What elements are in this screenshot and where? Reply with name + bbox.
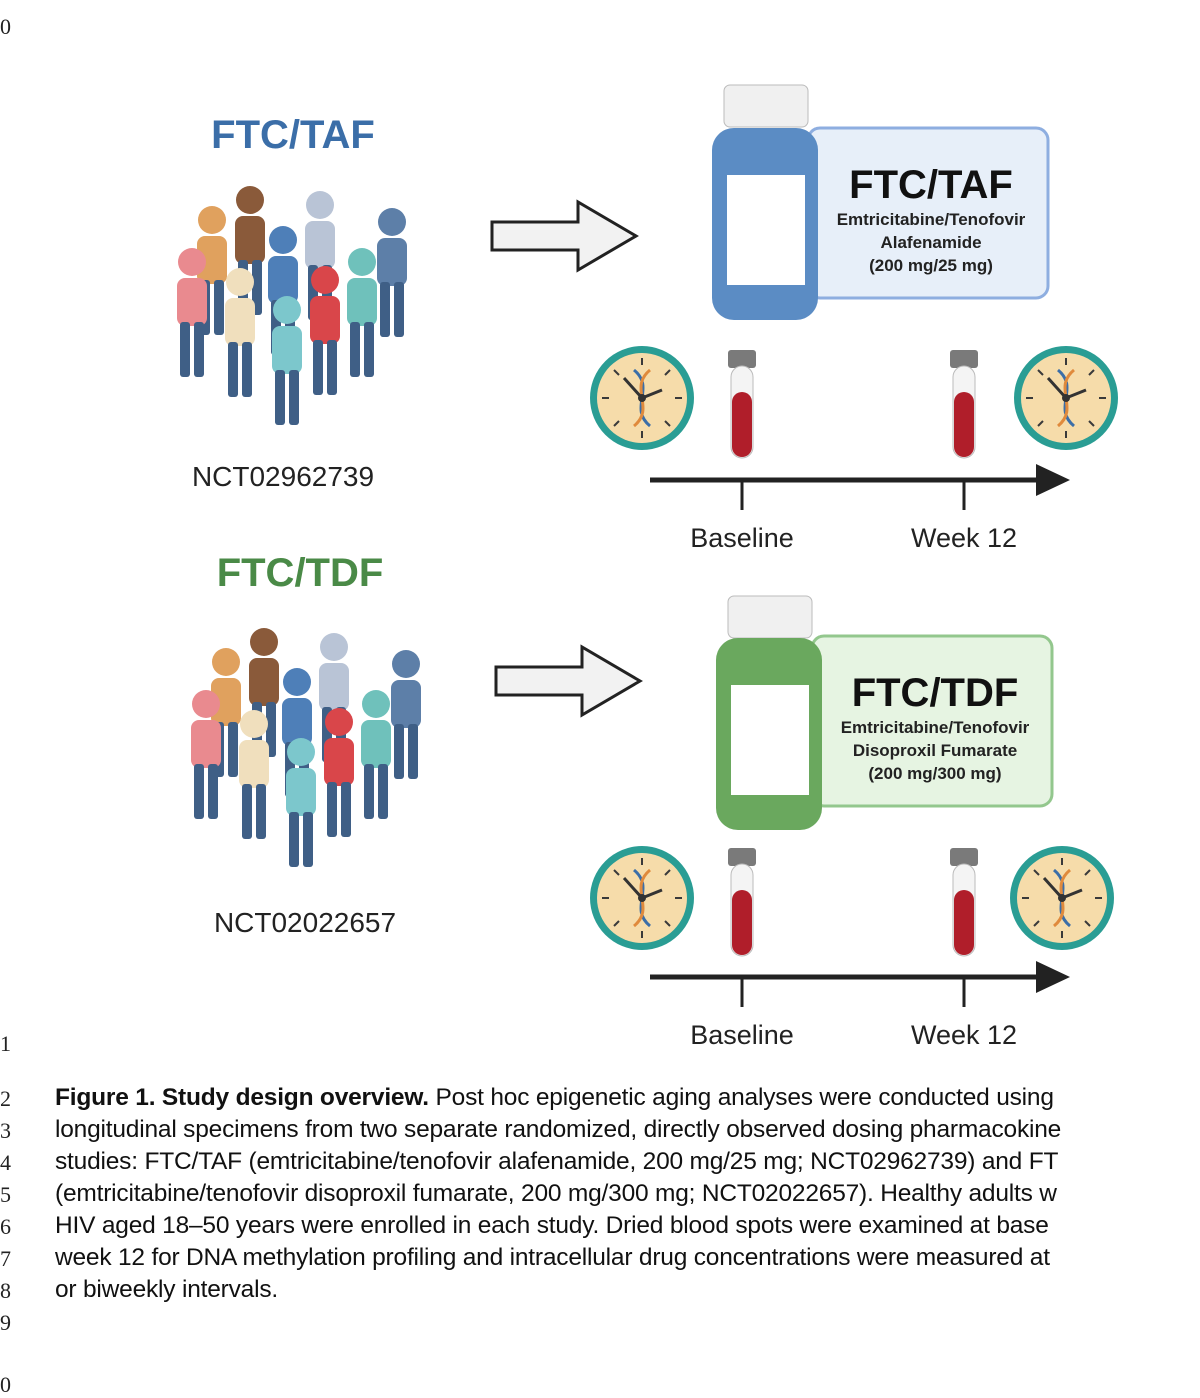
line-number: 0 bbox=[0, 1372, 11, 1397]
drug-full-name-line2: Alafenamide bbox=[880, 233, 981, 252]
line-number: 2 bbox=[0, 1086, 11, 1111]
arm-ftc-tdf: FTC/TDF NCT02022657 FTC/TDF Emtricitabin… bbox=[191, 551, 1116, 1050]
line-number: 1 bbox=[0, 1031, 11, 1056]
caption-line: HIV aged 18–50 years were enrolled in ea… bbox=[55, 1212, 1049, 1239]
drug-dose: (200 mg/25 mg) bbox=[869, 256, 993, 275]
drug-name: FTC/TAF bbox=[849, 163, 1013, 207]
caption-line: or biweekly intervals. bbox=[55, 1276, 278, 1303]
person-icon bbox=[191, 690, 221, 819]
drug-dose: (200 mg/300 mg) bbox=[868, 764, 1001, 783]
caption-line: (emtricitabine/tenofovir disoproxil fuma… bbox=[55, 1180, 1057, 1207]
line-number: 3 bbox=[0, 1118, 11, 1143]
arrow-icon bbox=[490, 199, 639, 273]
blood-tube-icon bbox=[949, 847, 979, 957]
person-icon bbox=[347, 248, 377, 377]
person-icon bbox=[286, 738, 316, 867]
epigenetic-clock-icon bbox=[1008, 844, 1116, 952]
participants-crowd-icon bbox=[177, 186, 407, 425]
study-design-figure: FTC/TAF NCT02962739 FTC/TAF Emtricitabin… bbox=[177, 84, 1120, 1050]
caption-line: longitudinal specimens from two separate… bbox=[55, 1116, 1062, 1143]
line-number: 5 bbox=[0, 1182, 11, 1207]
person-icon bbox=[239, 710, 269, 839]
epigenetic-clock-icon bbox=[1012, 344, 1120, 452]
person-icon bbox=[361, 690, 391, 819]
drug-full-name-line1: Emtricitabine/Tenofovir bbox=[837, 210, 1026, 229]
person-icon bbox=[225, 268, 255, 397]
pill-bottle-icon bbox=[716, 595, 1054, 830]
caption-line: Figure 1. Study design overview. Post ho… bbox=[55, 1082, 1200, 1114]
drug-name: FTC/TDF bbox=[852, 671, 1019, 715]
trial-id: NCT02022657 bbox=[214, 907, 396, 938]
drug-full-name-line2: Disoproxil Fumarate bbox=[853, 741, 1017, 760]
drug-full-name-line1: Emtricitabine/Tenofovir bbox=[841, 718, 1030, 737]
person-icon bbox=[377, 208, 407, 337]
arm-title: FTC/TDF bbox=[217, 551, 384, 595]
epigenetic-clock-icon bbox=[588, 344, 696, 452]
trial-id: NCT02962739 bbox=[192, 461, 374, 492]
timeline-arrow bbox=[650, 464, 1070, 510]
caption-label: Figure 1. Study design overview. bbox=[55, 1084, 429, 1111]
blood-tube-icon bbox=[727, 349, 757, 459]
caption-line: week 12 for DNA methylation profiling an… bbox=[55, 1244, 1050, 1271]
pill-bottle-icon bbox=[712, 84, 1050, 320]
line-number: 7 bbox=[0, 1246, 11, 1271]
caption-line: studies: FTC/TAF (emtricitabine/tenofovi… bbox=[55, 1148, 1059, 1175]
person-icon bbox=[272, 296, 302, 425]
timepoint-week-12: Week 12 bbox=[911, 1020, 1017, 1050]
arm-title: FTC/TAF bbox=[211, 113, 375, 157]
timepoint-baseline: Baseline bbox=[690, 523, 794, 553]
line-number: 8 bbox=[0, 1278, 11, 1303]
arrow-icon bbox=[494, 644, 643, 718]
line-number: 6 bbox=[0, 1214, 11, 1239]
epigenetic-clock-icon bbox=[588, 844, 696, 952]
person-icon bbox=[177, 248, 207, 377]
blood-tube-icon bbox=[949, 349, 979, 459]
person-icon bbox=[391, 650, 421, 779]
timepoint-baseline: Baseline bbox=[690, 1020, 794, 1050]
timeline-arrow bbox=[650, 961, 1070, 1007]
figure-caption: Figure 1. Study design overview. Post ho… bbox=[55, 1082, 1200, 1306]
line-number: 0 bbox=[0, 14, 11, 39]
line-number: 9 bbox=[0, 1310, 11, 1335]
line-number: 4 bbox=[0, 1150, 11, 1175]
participants-crowd-icon bbox=[191, 628, 421, 867]
timepoint-week-12: Week 12 bbox=[911, 523, 1017, 553]
arm-ftc-taf: FTC/TAF NCT02962739 FTC/TAF Emtricitabin… bbox=[177, 84, 1120, 553]
caption-text: Post hoc epigenetic aging analyses were … bbox=[428, 1084, 1054, 1111]
person-icon bbox=[324, 708, 354, 837]
blood-tube-icon bbox=[727, 847, 757, 957]
person-icon bbox=[310, 266, 340, 395]
